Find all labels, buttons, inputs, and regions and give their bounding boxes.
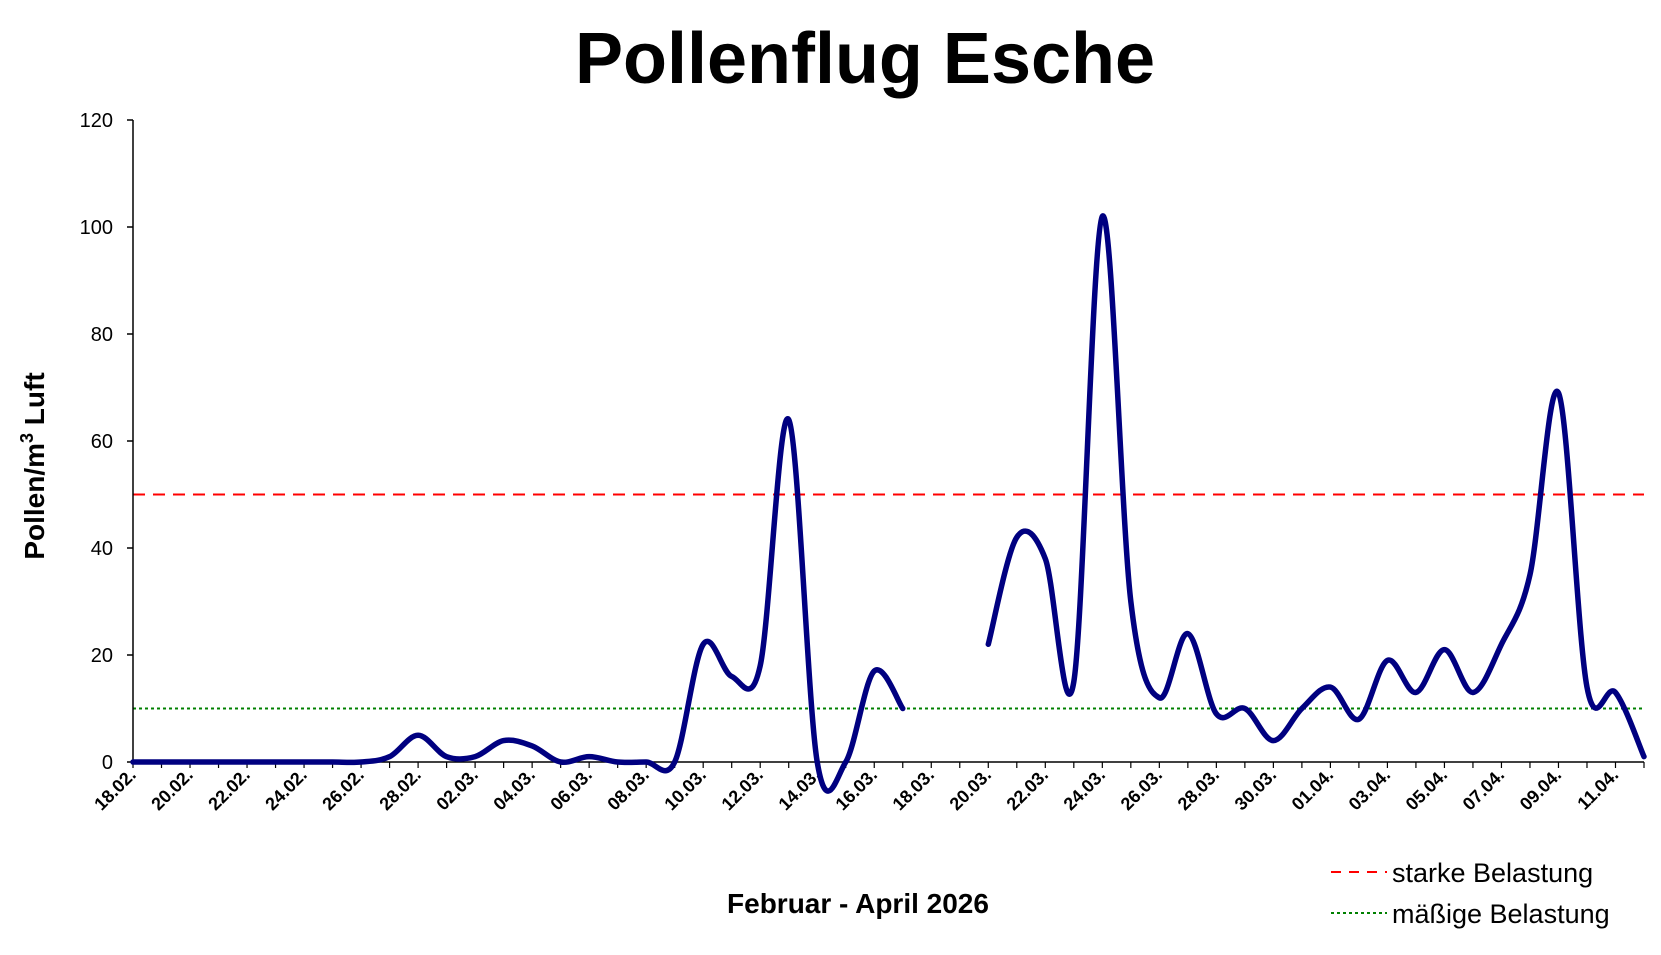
- x-axis-label: Februar - April 2026: [727, 888, 989, 919]
- x-tick-label: 22.02.: [204, 765, 254, 815]
- x-tick-label: 02.03.: [432, 765, 482, 815]
- x-tick-label: 09.04.: [1516, 765, 1566, 815]
- y-tick-label: 100: [80, 217, 113, 239]
- legend-label-maessige: mäßige Belastung: [1392, 899, 1610, 929]
- y-tick-label: 80: [91, 324, 113, 346]
- legend: starke Belastung mäßige Belastung: [1331, 858, 1610, 929]
- legend-label-starke: starke Belastung: [1392, 858, 1593, 888]
- y-axis-label: Pollen/m3 Luft: [17, 372, 50, 559]
- y-axis-label-main: Pollen/m: [19, 443, 50, 560]
- x-tick-label: 26.03.: [1117, 765, 1167, 815]
- x-tick-label: 01.04.: [1288, 765, 1338, 815]
- series-line-segment-1: [985, 213, 1647, 760]
- x-tick-label: 08.03.: [603, 765, 653, 815]
- y-tick-label: 120: [80, 110, 113, 132]
- y-tick-label: 0: [102, 752, 113, 774]
- chart-title: Pollenflug Esche: [575, 19, 1155, 99]
- y-tick-label: 20: [91, 645, 113, 667]
- x-tick-label: 22.03.: [1003, 765, 1053, 815]
- y-axis-label-tail: Luft: [19, 372, 50, 433]
- x-tick-label: 20.02.: [147, 765, 197, 815]
- x-tick-label: 11.04.: [1573, 765, 1622, 814]
- x-tick-label: 07.04.: [1459, 765, 1509, 815]
- x-tick-label: 03.04.: [1345, 765, 1395, 815]
- y-tick-label: 40: [91, 538, 113, 560]
- x-tick-label: 28.03.: [1174, 765, 1224, 815]
- x-tick-label: 30.03.: [1231, 765, 1281, 815]
- x-tick-label: 18.02.: [90, 765, 140, 815]
- x-tick-label: 04.03.: [489, 765, 539, 815]
- series-line-segment-0: [130, 416, 906, 794]
- y-tick-label: 60: [91, 431, 113, 453]
- x-tick-label: 24.03.: [1060, 765, 1110, 815]
- x-tick-label: 26.02.: [318, 765, 368, 815]
- x-tick-label: 20.03.: [946, 765, 996, 815]
- x-tick-label: 05.04.: [1402, 765, 1452, 815]
- x-tick-label: 06.03.: [546, 765, 596, 815]
- y-axis-label-sup: 3: [17, 433, 37, 443]
- x-tick-label: 28.02.: [375, 765, 425, 815]
- x-tick-label: 18.03.: [889, 765, 939, 815]
- x-tick-label: 12.03.: [718, 765, 768, 815]
- x-tick-label: 24.02.: [261, 765, 311, 815]
